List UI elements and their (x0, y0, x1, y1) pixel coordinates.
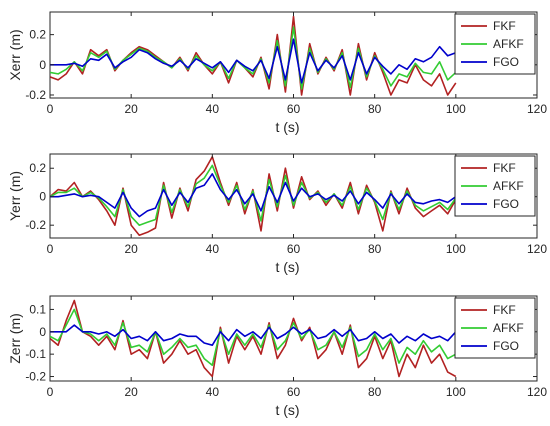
series-line-fgo-1 (50, 38, 457, 84)
y-tick-label: -0.2 (25, 370, 46, 384)
x-axis-label: t (s) (275, 259, 299, 275)
x-tick-label: 40 (206, 385, 220, 399)
legend-3: FKF AFKF FGO (454, 297, 536, 359)
legend-label-fkf: FKF (493, 19, 516, 33)
panel-3: 0 20 40 60 80 100 120 -0.2 -0.1 0 0.1 t (s) Zerr (m)… (7, 295, 547, 418)
x-tick-label: 20 (124, 385, 138, 399)
y-tick-label: 0 (39, 325, 46, 339)
legend-label-fkf: FKF (493, 303, 516, 317)
x-axis-label: t (s) (275, 119, 299, 135)
y-tick-label: 0.2 (29, 28, 46, 42)
series-line-fgo-3 (50, 324, 457, 347)
x-tick-label: 20 (124, 242, 138, 256)
x-tick-label: 0 (47, 102, 54, 116)
x-tick-label: 120 (527, 385, 547, 399)
y-tick-label: 0 (39, 58, 46, 72)
legend-label-fgo: FGO (493, 55, 519, 69)
series-group-2 (50, 156, 457, 236)
legend-label-fgo: FGO (493, 197, 519, 211)
x-tick-label: 80 (368, 102, 382, 116)
x-tick-label: 120 (527, 102, 547, 116)
y-tick-label: -0.2 (25, 218, 46, 232)
series-line-afkf-3 (50, 308, 457, 367)
legend-2: FKF AFKF FGO (454, 155, 536, 217)
x-axis-label: t (s) (275, 402, 299, 418)
series-line-afkf-2 (50, 164, 457, 226)
legend-label-fgo: FGO (493, 339, 519, 353)
x-tick-label: 40 (206, 242, 220, 256)
legend-label-afkf: AFKF (493, 321, 524, 335)
y-tick-label: 0 (39, 190, 46, 204)
x-tick-label: 60 (287, 385, 301, 399)
legend-label-fkf: FKF (493, 161, 516, 175)
x-tick-label: 40 (206, 102, 220, 116)
x-tick-label: 80 (368, 242, 382, 256)
panel-1: 0 20 40 60 80 100 120-0.200.2t (s)Xerr (m)FKFA… (7, 11, 547, 135)
series-line-fkf-2 (50, 156, 457, 236)
y-axis-label: Zerr (m) (7, 313, 23, 364)
y-axis-label: Xerr (m) (7, 29, 23, 80)
legend-label-afkf: AFKF (493, 179, 524, 193)
series-group-1 (50, 15, 457, 96)
x-tick-label: 60 (287, 102, 301, 116)
y-axis-label: Yerr (m) (7, 171, 23, 221)
y-tick-label: 0.2 (29, 161, 46, 175)
y-tick-label: 0.1 (29, 302, 46, 316)
x-tick-label: 0 (47, 385, 54, 399)
x-tick-label: 0 (47, 242, 54, 256)
x-tick-label: 20 (124, 102, 138, 116)
legend-label-afkf: AFKF (493, 37, 524, 51)
series-group-3 (50, 299, 457, 378)
x-tick-label: 80 (368, 385, 382, 399)
x-tick-label: 100 (446, 102, 466, 116)
x-tick-label: 60 (287, 242, 301, 256)
legend-1: FKF AFKF FGO (454, 13, 536, 75)
x-tick-label: 100 (446, 242, 466, 256)
series-line-fgo-2 (50, 173, 457, 218)
y-tick-label: -0.1 (25, 347, 46, 361)
x-tick-label: 120 (527, 242, 547, 256)
x-tick-label: 100 (446, 385, 466, 399)
y-tick-label: -0.2 (25, 88, 46, 102)
panel-2: 0 20 40 60 80 100 120-0.200.2t (s)Yerr (m)FKFA… (7, 153, 547, 275)
